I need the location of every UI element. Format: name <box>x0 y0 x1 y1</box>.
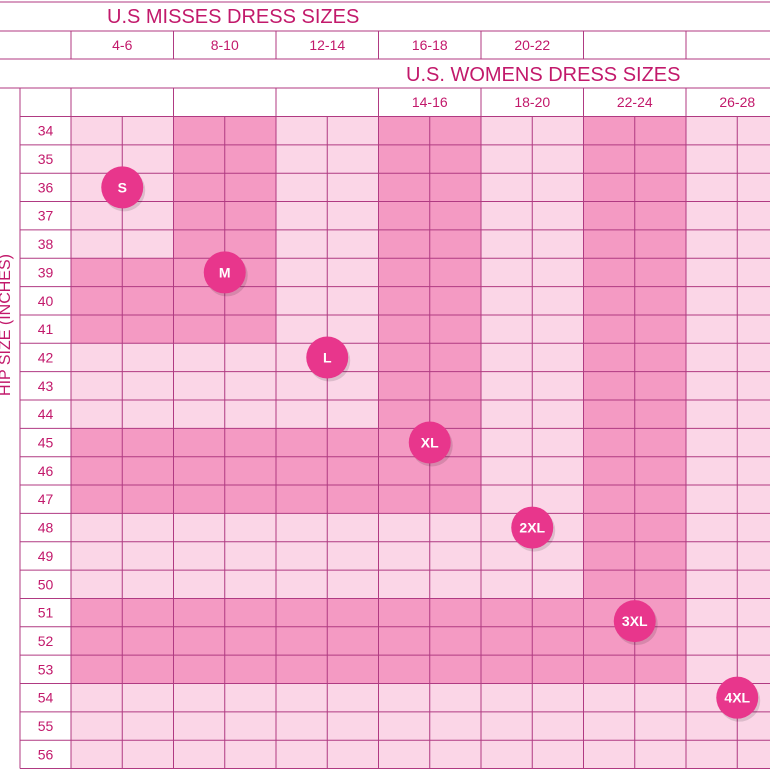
size-badge-label: 3XL <box>622 613 648 629</box>
size-badge-circle <box>408 421 451 464</box>
grid-cell <box>686 343 770 372</box>
hip-size-label: 53 <box>38 661 54 677</box>
size-badges: S M L XL 2XL 3XL 4XL <box>101 166 761 722</box>
hip-size-label: 45 <box>38 435 54 451</box>
misses-size-label: 12-14 <box>309 37 345 53</box>
size-badge-label: XL <box>421 435 439 451</box>
womens-size-label: 14-16 <box>412 94 448 110</box>
hip-size-label: 44 <box>38 406 54 422</box>
grid-cell <box>686 116 770 145</box>
womens-size-label: 18-20 <box>514 94 550 110</box>
grid-cell <box>686 428 770 457</box>
misses-size-label: 8-10 <box>211 37 239 53</box>
grid-cell <box>686 655 770 684</box>
size-badge-circle <box>306 336 349 379</box>
grid-cell <box>686 711 770 741</box>
grid-cell <box>686 400 770 429</box>
hip-size-label: 50 <box>38 576 54 592</box>
hip-size-label: 37 <box>38 208 54 224</box>
hip-size-label: 47 <box>38 491 54 507</box>
size-badge-circle <box>203 251 246 294</box>
size-badge: 4XL <box>716 676 761 722</box>
grid-cell <box>686 485 770 514</box>
grid-cell <box>686 229 770 259</box>
hip-size-label: 36 <box>38 179 54 195</box>
hip-size-label: 55 <box>38 718 54 734</box>
misses-title: U.S MISSES DRESS SIZES <box>107 6 359 28</box>
hip-size-label: 40 <box>38 293 54 309</box>
grid-cell <box>686 173 770 202</box>
hip-size-label: 35 <box>38 151 54 167</box>
size-badge: M <box>203 251 248 297</box>
hip-size-label: 56 <box>38 746 54 762</box>
size-badge-label: L <box>323 349 332 365</box>
hip-size-label: 52 <box>38 633 54 649</box>
grid-cell <box>686 286 770 315</box>
grid-cell <box>686 626 770 656</box>
grid-cell <box>686 740 770 769</box>
misses-size-label: 4-6 <box>112 37 132 53</box>
hip-size-label: 46 <box>38 463 54 479</box>
hip-size-label: 49 <box>38 548 54 564</box>
size-badge: 3XL <box>613 600 658 646</box>
grid-cell <box>686 314 770 344</box>
womens-size-label: 26-28 <box>719 94 755 110</box>
hip-size-label: 34 <box>38 123 54 139</box>
size-badge: 2XL <box>511 506 556 552</box>
grid-cell <box>686 456 770 486</box>
hip-size-label: 38 <box>38 236 54 252</box>
grid-cell <box>686 258 770 287</box>
size-badge-label: 2XL <box>519 520 545 536</box>
grid-cell <box>686 371 770 400</box>
grid-cell <box>686 541 770 571</box>
womens-title: U.S. WOMENS DRESS SIZES <box>406 64 680 86</box>
hip-size-label: 42 <box>38 349 54 365</box>
size-badge: L <box>306 336 351 382</box>
size-badge: XL <box>408 421 453 467</box>
size-badge-circle <box>613 600 656 643</box>
grid-cell <box>686 513 770 542</box>
hip-size-label: 39 <box>38 264 54 280</box>
hip-size-label: 43 <box>38 378 54 394</box>
grid-cell <box>686 570 770 599</box>
grid-labels: U.S MISSES DRESS SIZES U.S. WOMENS DRESS … <box>0 6 755 762</box>
size-badge: S <box>101 166 146 212</box>
size-badge-circle <box>716 676 759 719</box>
hip-size-label: 41 <box>38 321 54 337</box>
size-badge-circle <box>101 166 144 209</box>
grid-cell <box>686 144 770 174</box>
size-badge-label: S <box>118 179 127 195</box>
hip-size-label: 51 <box>38 605 54 621</box>
misses-size-label: 16-18 <box>412 37 448 53</box>
grid-cell <box>686 201 770 230</box>
hip-size-label: 48 <box>38 520 54 536</box>
grid-cell <box>686 598 770 627</box>
hip-size-label: 54 <box>38 690 54 706</box>
size-badge-label: M <box>219 264 231 280</box>
y-axis-label: HIP SIZE (INCHES) <box>0 254 14 396</box>
misses-size-label: 20-22 <box>514 37 550 53</box>
size-badge-label: 4XL <box>724 690 750 706</box>
size-badge-circle <box>511 506 554 549</box>
womens-size-label: 22-24 <box>617 94 653 110</box>
